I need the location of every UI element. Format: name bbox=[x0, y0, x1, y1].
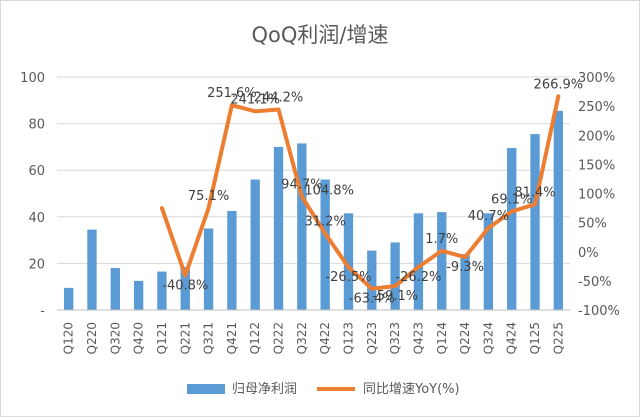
x-axis-tick-label: Q120 bbox=[62, 322, 76, 354]
x-axis: Q120 Q220 Q320 Q420 Q121 Q221 Q321 Q421 Q122 Q222… bbox=[57, 309, 570, 354]
line-data-label: 94.7% bbox=[281, 178, 322, 193]
right-axis-tick-label: 200% bbox=[578, 129, 615, 144]
chart-title: QoQ利润/增速 bbox=[252, 23, 389, 47]
legend-bar-swatch bbox=[187, 384, 225, 394]
bar bbox=[203, 228, 214, 310]
bar bbox=[437, 212, 447, 310]
bar bbox=[413, 213, 424, 310]
x-axis-tick-label: Q224 bbox=[458, 322, 472, 354]
bar bbox=[460, 254, 470, 310]
bar-series bbox=[63, 110, 564, 310]
line-data-label: 31.2% bbox=[305, 215, 346, 230]
left-axis: - 20 40 60 80 100 bbox=[20, 71, 45, 319]
x-axis-tick-label: Q320 bbox=[108, 322, 122, 354]
bar bbox=[507, 148, 517, 310]
line-data-label: 241.1% bbox=[230, 92, 280, 107]
left-axis-tick-label: 100 bbox=[20, 71, 45, 86]
line-data-label: -40.8% bbox=[162, 279, 208, 294]
line-data-label: 81.4% bbox=[514, 185, 555, 200]
legend-bar-label: 归母净利润 bbox=[232, 382, 297, 397]
right-axis: -100% -50% 0% 50% 100% 150% 200% 250% 300% bbox=[578, 71, 620, 319]
bar bbox=[273, 146, 284, 310]
left-axis-tick-label: 60 bbox=[28, 164, 45, 179]
bar bbox=[110, 268, 120, 310]
bar bbox=[227, 210, 237, 310]
right-axis-tick-label: 100% bbox=[578, 188, 615, 203]
line-data-label: -59.1% bbox=[372, 289, 418, 304]
bar bbox=[530, 134, 540, 310]
bar bbox=[553, 110, 564, 310]
line-data-label: 244.2% bbox=[254, 91, 304, 106]
legend-line-label: 同比增速YoY(%) bbox=[363, 382, 460, 397]
line-data-label: -26.2% bbox=[395, 270, 441, 285]
right-axis-tick-label: -100% bbox=[578, 304, 620, 319]
x-axis-tick-label: Q225 bbox=[551, 322, 565, 354]
bar bbox=[367, 250, 377, 310]
x-axis-tick-label: Q324 bbox=[481, 322, 495, 354]
left-axis-tick-label: 80 bbox=[28, 118, 45, 133]
legend: 归母净利润 同比增速YoY(%) bbox=[187, 382, 460, 397]
x-axis-tick-label: Q323 bbox=[388, 322, 402, 354]
x-axis-tick-label: Q424 bbox=[505, 322, 519, 354]
bar bbox=[320, 179, 330, 310]
x-axis-tick-label: Q322 bbox=[295, 322, 309, 354]
x-axis-tick-label: Q121 bbox=[155, 322, 169, 354]
x-axis-tick-label: Q221 bbox=[178, 322, 192, 354]
left-axis-tick-label: 20 bbox=[28, 257, 45, 272]
right-axis-tick-label: 150% bbox=[578, 158, 615, 173]
x-axis-tick-label: Q321 bbox=[202, 322, 216, 354]
bar bbox=[390, 242, 400, 310]
line-series bbox=[159, 94, 561, 291]
bar bbox=[297, 143, 307, 310]
line-data-label: 251.6% bbox=[207, 86, 257, 101]
right-axis-tick-label: 50% bbox=[578, 217, 607, 232]
x-axis-tick-label: Q420 bbox=[132, 322, 146, 354]
right-axis-tick-label: 300% bbox=[578, 71, 615, 86]
x-axis-tick-label: Q125 bbox=[528, 322, 542, 354]
x-axis-tick-label: Q423 bbox=[411, 322, 425, 354]
bar bbox=[87, 229, 97, 310]
bar bbox=[63, 287, 74, 310]
line-data-label: 75.1% bbox=[188, 189, 229, 204]
line-data-label: 69.1% bbox=[491, 192, 532, 207]
line-data-label: 1.7% bbox=[425, 232, 458, 247]
x-axis-tick-label: Q122 bbox=[248, 322, 262, 354]
x-axis-tick-label: Q220 bbox=[85, 322, 99, 354]
line-data-label: 40.7% bbox=[468, 209, 509, 224]
x-axis-tick-label: Q422 bbox=[318, 322, 332, 354]
line-data-label: -9.3% bbox=[446, 260, 484, 275]
line-data-label: -63.4% bbox=[349, 292, 395, 307]
right-axis-tick-label: -50% bbox=[578, 275, 612, 290]
x-axis-tick-label: Q223 bbox=[365, 322, 379, 354]
bar bbox=[157, 271, 167, 310]
x-axis-tick-label: Q421 bbox=[225, 322, 239, 354]
x-axis-tick-label: Q222 bbox=[272, 322, 286, 354]
right-axis-tick-label: 0% bbox=[578, 246, 599, 261]
x-axis-tick-label: Q124 bbox=[435, 322, 449, 354]
x-axis-tick-label: Q123 bbox=[341, 322, 355, 354]
bar bbox=[133, 280, 144, 310]
line-data-label: 266.9% bbox=[534, 77, 584, 92]
bar bbox=[250, 179, 260, 310]
bar bbox=[343, 213, 354, 310]
data-labels: -40.8% 75.1% 251.6%241.1%244.2% 94.7% 31.2% -… bbox=[162, 77, 583, 306]
line-data-label: -26.5% bbox=[325, 270, 371, 285]
left-axis-tick-label: 40 bbox=[28, 211, 45, 226]
right-axis-tick-label: 250% bbox=[578, 100, 615, 115]
extra-data-label: 104.8% bbox=[304, 184, 354, 199]
bar bbox=[483, 213, 494, 310]
bar bbox=[180, 266, 190, 310]
yoy-line bbox=[159, 94, 561, 291]
left-axis-tick-label: - bbox=[40, 304, 45, 319]
